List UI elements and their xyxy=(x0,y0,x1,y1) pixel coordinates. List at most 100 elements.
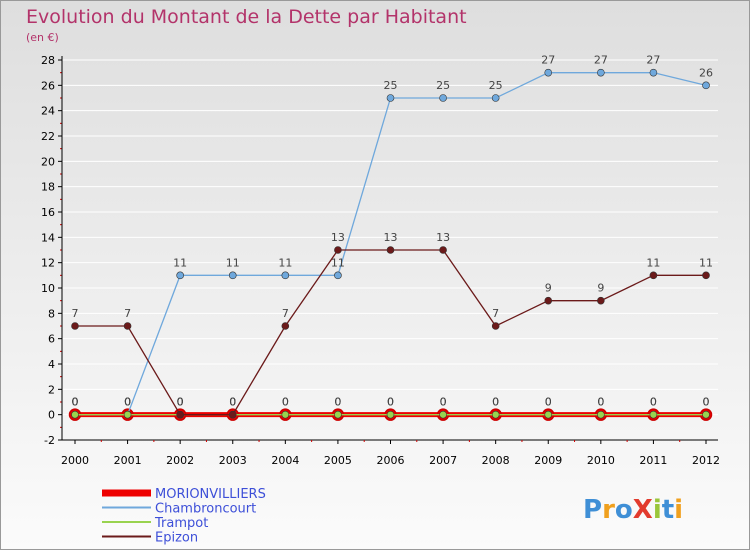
y-tick-label: 12 xyxy=(41,257,55,270)
x-tick-label: 2012 xyxy=(692,454,720,467)
data-point xyxy=(702,271,710,280)
data-label: 25 xyxy=(384,79,398,92)
data-point xyxy=(702,81,710,90)
data-point xyxy=(597,410,605,419)
data-label: 0 xyxy=(72,396,79,409)
x-tick-label: 2007 xyxy=(429,454,457,467)
data-label: 0 xyxy=(650,396,657,409)
data-label: 0 xyxy=(545,396,552,409)
data-point xyxy=(123,322,132,330)
x-tick-label: 2001 xyxy=(114,454,142,467)
data-label: 0 xyxy=(177,396,184,409)
legend-label: Epizon xyxy=(155,531,198,546)
logo-letter: i xyxy=(653,495,662,525)
y-tick-label: 16 xyxy=(41,206,55,219)
data-label: 11 xyxy=(699,256,713,269)
data-label: 0 xyxy=(440,396,447,409)
y-tick-label: 4 xyxy=(48,358,55,371)
data-label: 26 xyxy=(699,66,713,79)
data-point xyxy=(544,68,553,77)
x-tick-label: 2005 xyxy=(324,454,352,467)
y-tick-label: 22 xyxy=(41,130,55,143)
data-point xyxy=(386,94,395,102)
data-label: 13 xyxy=(384,231,398,244)
data-point xyxy=(544,410,553,419)
logo-letter: o xyxy=(615,495,633,525)
data-label: 0 xyxy=(177,396,184,409)
data-label: 0 xyxy=(703,396,710,409)
data-label: 11 xyxy=(226,256,240,269)
logo-letter: r xyxy=(602,495,615,525)
legend-label: Chambroncourt xyxy=(155,502,256,517)
y-tick-label: 26 xyxy=(41,79,55,92)
y-tick-label: 14 xyxy=(41,231,55,244)
data-point xyxy=(439,410,447,419)
chart-subtitle: (en €) xyxy=(26,31,59,44)
x-tick-label: 2008 xyxy=(482,454,510,467)
data-point xyxy=(439,94,447,102)
data-label: 0 xyxy=(650,396,657,409)
data-label: 0 xyxy=(703,396,710,409)
data-label: 11 xyxy=(331,256,345,269)
x-tick-label: 2000 xyxy=(61,454,89,467)
data-label: 9 xyxy=(545,282,552,295)
logo-letter: X xyxy=(633,495,653,525)
y-tick-label: 20 xyxy=(41,155,55,168)
data-label: 0 xyxy=(387,396,394,409)
data-point xyxy=(491,94,500,102)
data-point xyxy=(123,410,132,419)
data-label: 25 xyxy=(489,79,503,92)
data-point xyxy=(386,246,395,254)
data-label: 0 xyxy=(177,396,184,409)
data-point xyxy=(334,271,342,280)
data-label: 7 xyxy=(124,307,131,320)
data-point xyxy=(176,271,184,280)
data-label: 7 xyxy=(492,307,499,320)
data-label: 7 xyxy=(72,307,79,320)
y-tick-label: 6 xyxy=(48,333,55,346)
data-point xyxy=(228,271,237,280)
data-label: 0 xyxy=(440,396,447,409)
data-point xyxy=(176,410,184,419)
data-point xyxy=(544,296,553,305)
x-tick-label: 2009 xyxy=(534,454,562,467)
data-label: 0 xyxy=(387,396,394,409)
data-point xyxy=(491,322,500,330)
data-point xyxy=(702,410,710,419)
x-tick-label: 2010 xyxy=(587,454,615,467)
data-point xyxy=(649,68,658,77)
data-label: 27 xyxy=(594,54,608,67)
y-tick-label: 2 xyxy=(48,383,55,396)
data-label: 0 xyxy=(72,396,79,409)
data-point xyxy=(228,410,237,419)
data-point xyxy=(334,410,342,419)
data-point xyxy=(281,410,290,419)
data-point xyxy=(334,246,342,254)
data-point xyxy=(281,271,290,280)
data-point xyxy=(597,68,605,77)
data-label: 0 xyxy=(229,396,236,409)
data-point xyxy=(71,322,79,330)
data-label: 0 xyxy=(72,396,79,409)
data-label: 0 xyxy=(492,396,499,409)
data-label: 0 xyxy=(334,396,341,409)
logo-letter: t xyxy=(662,495,674,525)
logo-letter: i xyxy=(674,495,683,525)
x-tick-label: 2011 xyxy=(639,454,667,467)
data-label: 9 xyxy=(597,282,604,295)
logo-letter: P xyxy=(583,495,602,525)
legend-label: Trampot xyxy=(154,516,208,531)
proxiti-logo: ProXiti xyxy=(583,495,683,525)
data-label: 13 xyxy=(436,231,450,244)
data-label: 0 xyxy=(334,396,341,409)
logo-text: ProXiti xyxy=(583,495,683,525)
data-label: 0 xyxy=(124,396,131,409)
data-label: 0 xyxy=(492,396,499,409)
data-label: 11 xyxy=(173,256,187,269)
y-tick-label: 10 xyxy=(41,282,55,295)
